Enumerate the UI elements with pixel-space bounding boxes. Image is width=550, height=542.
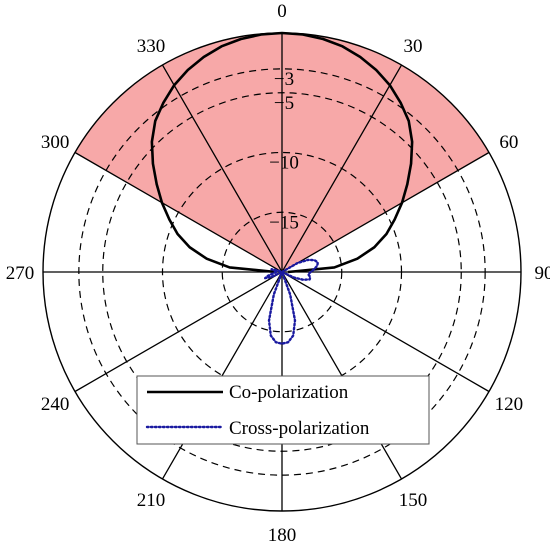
legend: Co-polarization Cross-polarization	[136, 375, 430, 445]
ring-1	[78, 68, 486, 476]
angle-label-180: 180	[268, 525, 297, 542]
series-cross-polarization	[263, 258, 319, 345]
ring-3	[161, 151, 403, 393]
angle-label-90: 90	[535, 263, 550, 284]
angle-label-270: 270	[6, 263, 35, 284]
angle-label-240: 240	[41, 394, 70, 415]
ring-label-2: −5	[274, 93, 294, 114]
angle-label-300: 300	[41, 132, 70, 153]
radial-rings	[78, 68, 486, 476]
angle-tick-labels: 0 30 60 90 120 150 180 210 240 270 300 330	[6, 1, 550, 542]
radial-tick-labels: −3 −5 −10 −15	[269, 69, 299, 233]
legend-label-co: Co-polarization	[229, 382, 349, 403]
angle-label-330: 330	[137, 36, 166, 57]
ring-label-3: −10	[269, 153, 299, 174]
angle-label-60: 60	[499, 132, 518, 153]
ring-2	[102, 92, 462, 452]
ring-label-4: −15	[269, 212, 299, 233]
angle-label-30: 30	[404, 36, 423, 57]
angle-label-120: 120	[495, 394, 524, 415]
legend-label-cross: Cross-polarization	[229, 418, 370, 439]
legend-box	[136, 375, 430, 445]
series-co-polarization	[150, 31, 414, 274]
ring-4	[221, 211, 343, 333]
angle-label-0: 0	[277, 1, 287, 22]
angle-label-210: 210	[137, 490, 166, 511]
angle-label-150: 150	[399, 490, 428, 511]
ring-label-1: −3	[274, 69, 294, 90]
